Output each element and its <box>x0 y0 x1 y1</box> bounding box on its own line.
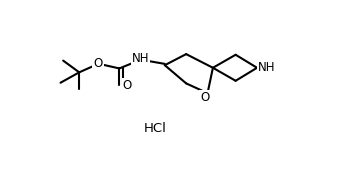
Text: O: O <box>123 79 132 92</box>
Text: NH: NH <box>258 61 275 74</box>
Text: O: O <box>93 57 102 70</box>
Text: HCl: HCl <box>144 122 167 135</box>
Text: O: O <box>200 91 209 104</box>
Text: NH: NH <box>132 52 149 65</box>
